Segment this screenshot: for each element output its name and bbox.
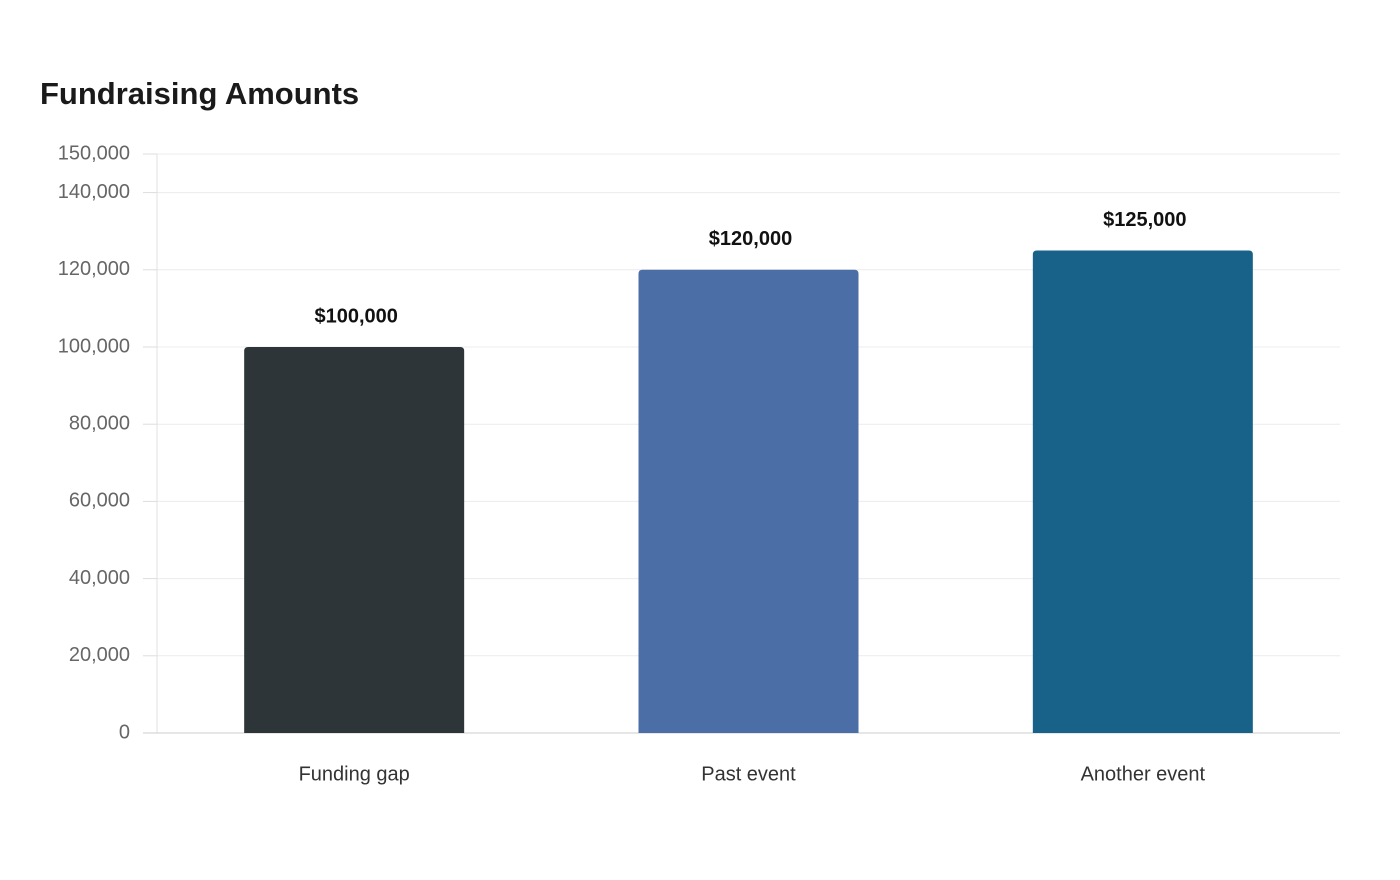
y-tick-label: 80,000 — [69, 412, 130, 434]
y-tick-label: 100,000 — [58, 335, 130, 357]
bar — [1032, 250, 1253, 733]
bar — [638, 269, 859, 733]
x-tick-label: Another event — [1081, 763, 1206, 785]
x-tick-label: Funding gap — [299, 763, 410, 785]
y-tick-label: 0 — [119, 721, 130, 743]
y-tick-label: 60,000 — [69, 490, 130, 512]
x-tick-label: Past event — [701, 763, 796, 785]
value-label: $100,000 — [314, 305, 397, 327]
value-label: $125,000 — [1103, 209, 1186, 231]
y-tick-label: 120,000 — [58, 258, 130, 280]
y-tick-label: 150,000 — [58, 142, 130, 164]
y-tick-label: 40,000 — [69, 567, 130, 589]
y-tick-label: 140,000 — [58, 181, 130, 203]
bar — [244, 347, 465, 733]
value-label: $120,000 — [709, 228, 792, 250]
chart-title: Fundraising Amounts — [40, 76, 359, 111]
y-tick-label: 20,000 — [69, 644, 130, 666]
